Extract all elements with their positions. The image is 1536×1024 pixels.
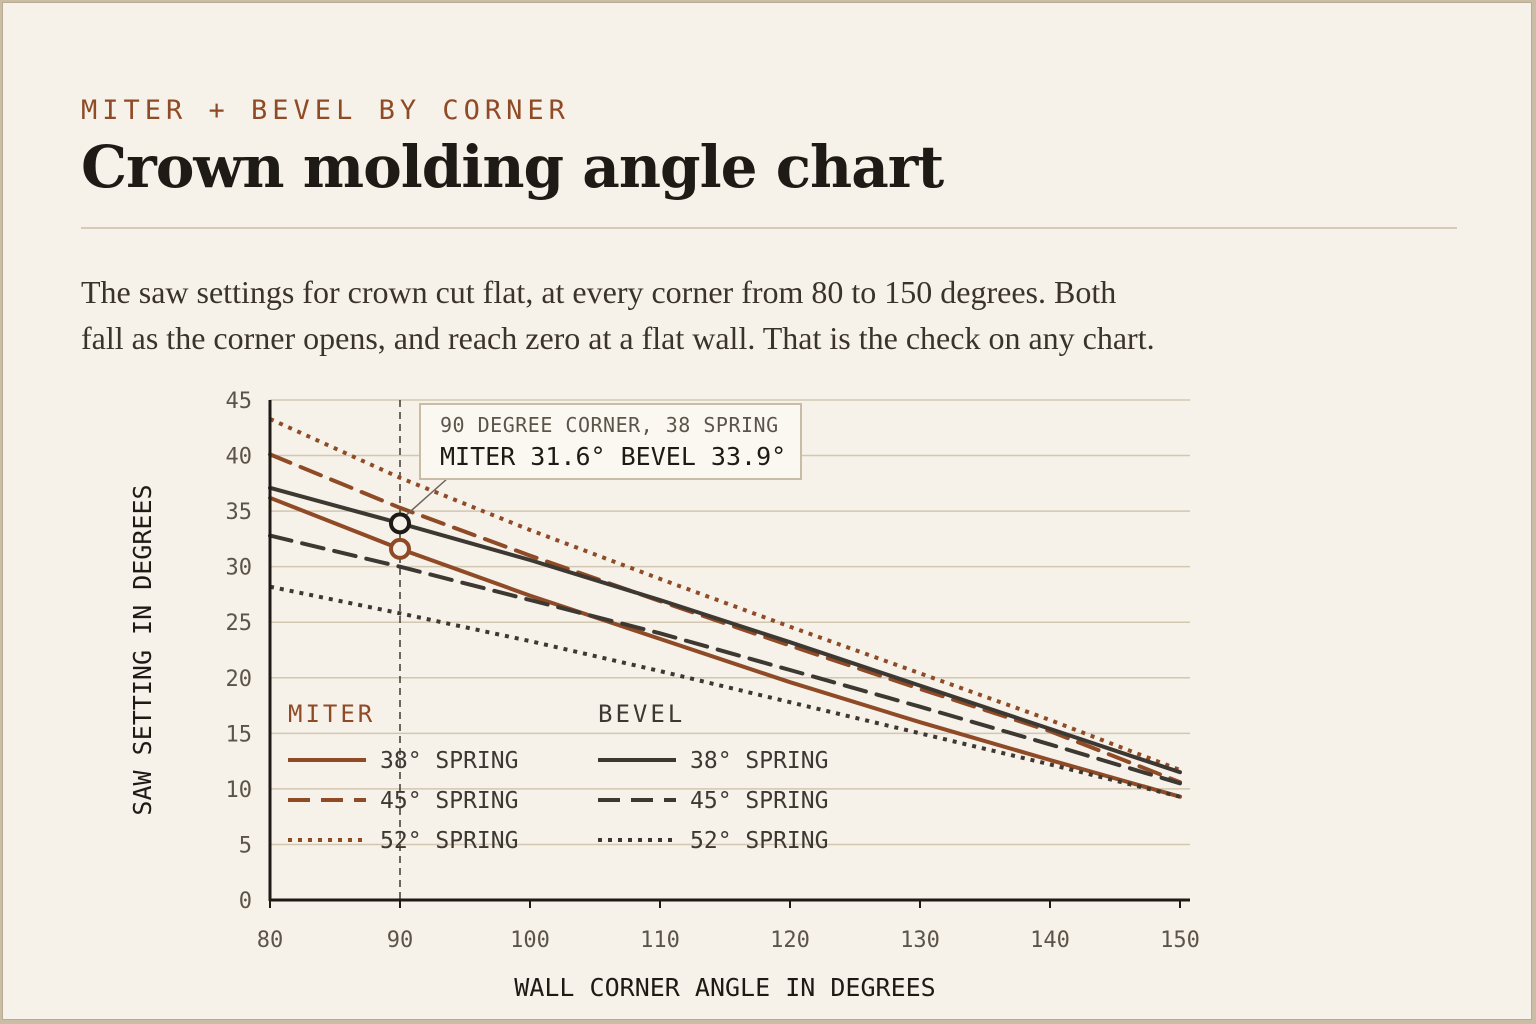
eyebrow: MITER + BEVEL BY CORNER <box>81 95 570 126</box>
highlight-callout: 90 DEGREE CORNER, 38 SPRING MITER 31.6° B… <box>389 403 802 560</box>
axes <box>268 400 1190 908</box>
description-line-1: The saw settings for crown cut flat, at … <box>81 274 1117 310</box>
x-tick-label: 120 <box>770 928 810 953</box>
x-tick-label: 80 <box>257 928 284 953</box>
bevel-legend-label: 38° SPRING <box>690 748 828 774</box>
y-axis-label: SAW SETTING IN DEGREES <box>128 484 157 815</box>
x-tick-label: 150 <box>1160 928 1200 953</box>
bevel-highlight-marker <box>389 512 411 535</box>
y-tick-label: 15 <box>226 722 253 747</box>
y-tick-label: 20 <box>226 667 253 692</box>
x-tick-label: 100 <box>510 928 550 953</box>
miter-legend-label: 52° SPRING <box>380 828 518 854</box>
miter-legend-label: 38° SPRING <box>380 748 518 774</box>
y-tick-label: 10 <box>226 778 253 803</box>
description-line-2: fall as the corner opens, and reach zero… <box>81 320 1155 356</box>
y-tick-label: 30 <box>226 556 253 581</box>
x-tick-label: 130 <box>900 928 940 953</box>
y-tick-label: 5 <box>239 833 252 858</box>
miter-series-line <box>269 417 1181 772</box>
x-axis-label: WALL CORNER ANGLE IN DEGREES <box>514 973 935 1002</box>
bevel-legend-label: 45° SPRING <box>690 788 828 814</box>
callout-values: MITER 31.6° BEVEL 33.9° <box>440 442 786 471</box>
bevel-legend-title: BEVEL <box>598 700 685 728</box>
y-tick-label: 40 <box>226 445 253 470</box>
x-tick-label: 140 <box>1030 928 1070 953</box>
page-title: Crown molding angle chart <box>81 133 944 201</box>
description: The saw settings for crown cut flat, at … <box>81 269 1381 361</box>
callout-title: 90 DEGREE CORNER, 38 SPRING <box>440 413 779 437</box>
miter-series-line <box>268 452 1182 785</box>
y-tick-label: 45 <box>226 389 253 414</box>
title-divider <box>81 227 1457 229</box>
callout-leader <box>405 477 449 516</box>
miter-legend-label: 45° SPRING <box>380 788 518 814</box>
x-tick-label: 110 <box>640 928 680 953</box>
x-tick-label: 90 <box>387 928 414 953</box>
miter-series-line <box>268 495 1182 799</box>
bevel-series-line <box>268 533 1182 786</box>
bevel-legend-label: 52° SPRING <box>690 828 828 854</box>
y-tick-label: 0 <box>239 889 252 914</box>
tick-labels: 0 5 10 15 20 25 30 35 40 45 80 90 100 110 120 130 140 150 <box>226 389 1200 953</box>
bevel-series-line <box>268 485 1182 775</box>
y-tick-label: 35 <box>226 500 253 525</box>
miter-legend-title: MITER <box>288 700 375 728</box>
series-lines <box>268 417 1182 799</box>
callout-box <box>419 403 802 480</box>
grid <box>270 399 1190 846</box>
miter-highlight-marker <box>389 537 411 560</box>
y-tick-label: 25 <box>226 611 253 636</box>
